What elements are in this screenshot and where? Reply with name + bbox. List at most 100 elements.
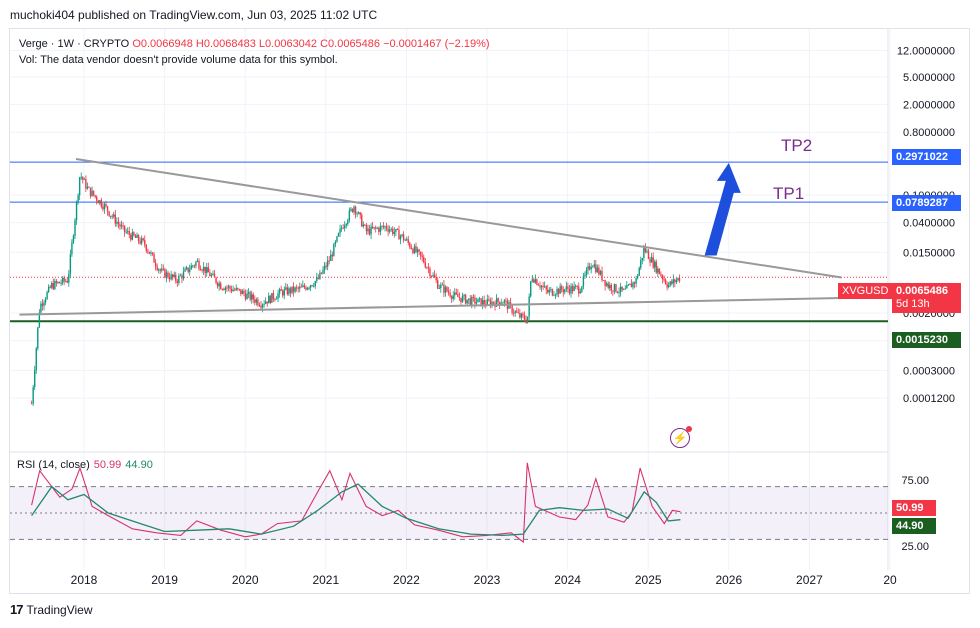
candle-body <box>356 213 358 215</box>
candle-body <box>604 280 606 286</box>
candle-body <box>61 277 64 284</box>
candle-body <box>472 296 475 298</box>
candle-body <box>475 302 478 304</box>
current-price: 0.0065486 <box>896 285 948 297</box>
candle-body <box>232 289 234 292</box>
candle-body <box>233 289 236 291</box>
candle-body <box>568 288 571 294</box>
x-tick-label: 2019 <box>151 573 178 587</box>
candle-body <box>388 229 391 232</box>
candle-body <box>554 294 557 296</box>
candle-body <box>102 206 104 210</box>
candle-body <box>666 283 668 288</box>
candle-body <box>359 212 361 215</box>
candle-body <box>481 300 484 306</box>
candle-body <box>438 288 440 289</box>
candle-body <box>40 303 42 313</box>
tp1-price-badge: 0.0789287 <box>892 195 961 211</box>
candle-body <box>643 248 645 258</box>
candle-body <box>285 287 287 290</box>
candle-body <box>299 286 301 289</box>
candle-body <box>446 287 448 292</box>
candle-body <box>395 229 397 233</box>
candle-body <box>458 296 461 298</box>
candle-body <box>590 266 592 270</box>
candle-body <box>97 200 99 204</box>
candle-body <box>235 288 237 291</box>
y-tick-label: 12.0000000 <box>897 45 955 57</box>
candle-body <box>406 239 408 241</box>
candle-body <box>454 292 456 296</box>
candle-body <box>54 281 56 289</box>
candle-body <box>404 240 406 241</box>
candle-body <box>120 225 123 227</box>
candle-body <box>393 232 396 234</box>
y-tick-label: 0.0001200 <box>903 393 955 405</box>
candle-body <box>551 289 554 296</box>
candle-body <box>415 246 417 253</box>
candle-body <box>114 214 117 224</box>
candle-body <box>46 291 48 300</box>
candle-body <box>419 251 422 256</box>
candle-body <box>540 285 543 288</box>
candle-body <box>89 187 92 197</box>
candle-body <box>370 226 372 235</box>
candle-body <box>357 212 360 214</box>
candle-body <box>509 302 512 305</box>
rsi-legend: RSI (14, close) 50.99 44.90 <box>17 459 153 471</box>
lightning-icon[interactable]: ⚡ <box>670 426 692 448</box>
candle-body <box>66 281 68 283</box>
candle-body <box>189 269 191 272</box>
candle-body <box>602 280 605 281</box>
candle-body <box>385 226 388 229</box>
candle-body <box>514 311 516 314</box>
candle-body <box>340 227 343 229</box>
candle-body <box>91 190 93 197</box>
candle-body <box>557 289 560 294</box>
chart-frame <box>9 28 970 594</box>
x-tick-label: 2026 <box>715 573 742 587</box>
candle-body <box>570 286 572 294</box>
candle-body <box>275 298 278 300</box>
target-arrow <box>704 162 741 256</box>
candle-body <box>320 272 323 274</box>
candle-body <box>455 292 458 294</box>
support-price-badge: 0.0015230 <box>892 332 961 348</box>
candle-body <box>269 295 272 303</box>
candle-body <box>264 301 267 304</box>
rsi-label: RSI (14, close) <box>17 459 90 471</box>
candle-body <box>181 275 183 279</box>
candle-body <box>207 267 210 273</box>
candle-body <box>593 264 595 267</box>
candle-body <box>193 265 196 267</box>
candle-body <box>452 295 454 299</box>
candle-body <box>426 267 428 269</box>
tp2-price-badge: 0.2971022 <box>892 149 961 165</box>
publisher-line: muchoki404 published on TradingView.com,… <box>10 8 378 22</box>
candle-body <box>32 387 34 404</box>
candle-body <box>344 225 346 229</box>
candle-body <box>350 208 352 211</box>
notification-dot <box>686 426 692 432</box>
candle-body <box>384 226 386 228</box>
x-tick-label: 2021 <box>312 573 339 587</box>
candle-body <box>379 226 382 232</box>
candle-body <box>108 211 110 217</box>
candle-body <box>199 268 202 271</box>
candle-body <box>559 286 561 294</box>
candle-body <box>354 206 357 214</box>
candle-body <box>271 293 273 303</box>
candle-body <box>378 228 380 232</box>
tp2-label: TP2 <box>781 136 813 155</box>
candle-body <box>171 274 174 277</box>
candle-body <box>437 280 439 289</box>
tradingview-footer[interactable]: 17 TradingView <box>10 602 93 617</box>
candle-body <box>371 226 374 229</box>
y-tick-label: 5.0000000 <box>903 72 955 84</box>
candle-body <box>103 204 106 210</box>
candle-body <box>337 233 340 237</box>
candle-body <box>289 288 292 293</box>
candle-body <box>402 234 405 241</box>
candle-body <box>182 271 185 279</box>
